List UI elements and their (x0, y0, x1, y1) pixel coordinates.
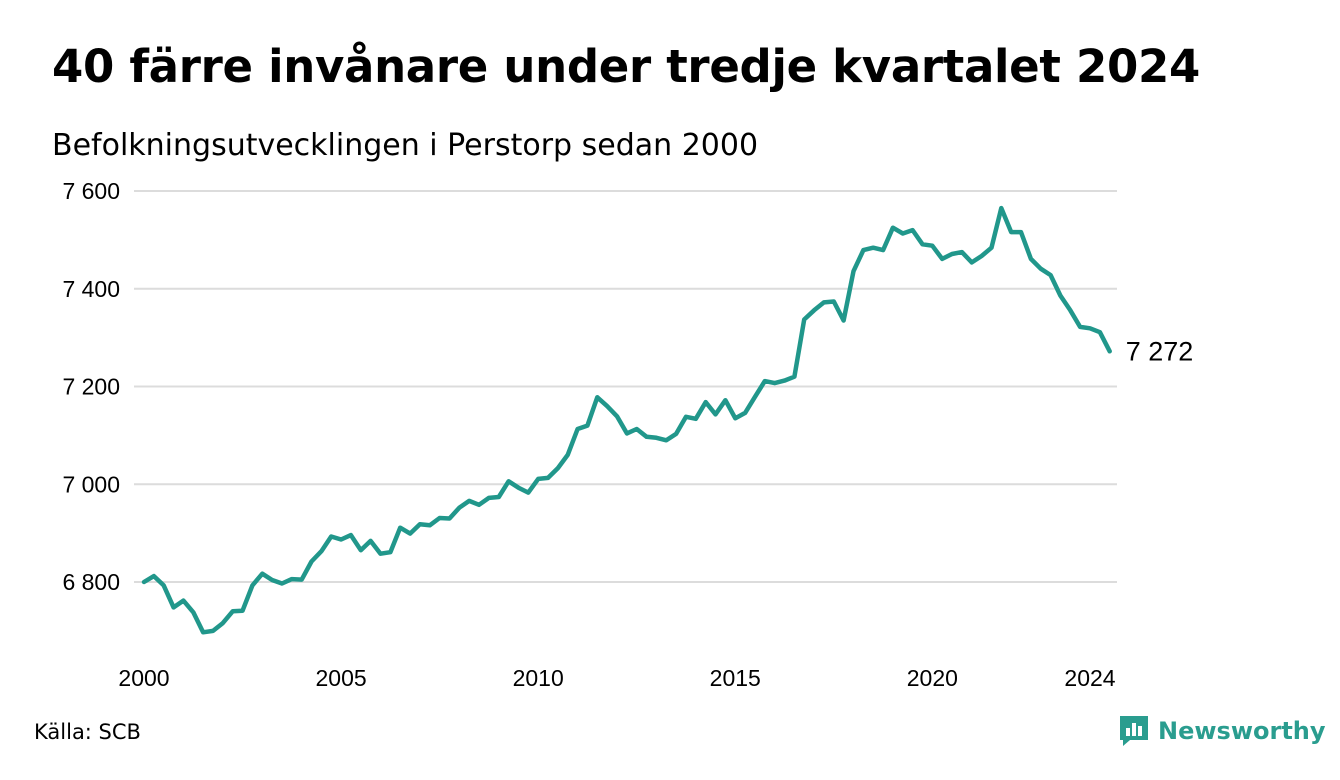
y-tick-label: 7 400 (62, 276, 120, 302)
x-tick-label: 2005 (315, 665, 366, 691)
x-axis-tick-labels: 2000 2005 2010 2015 2020 2024 (118, 665, 1115, 691)
chart-subtitle: Befolkningsutvecklingen i Perstorp sedan… (52, 128, 759, 163)
x-tick-label: 2010 (513, 665, 564, 691)
y-tick-label: 7 200 (62, 374, 120, 400)
y-axis-tick-labels: 6 800 7 000 7 200 7 400 7 600 (62, 178, 120, 595)
newsworthy-logo-icon (1120, 716, 1148, 746)
y-tick-label: 6 800 (62, 569, 120, 595)
last-value-label: 7 272 (1126, 336, 1194, 366)
population-line (141, 205, 1112, 635)
x-tick-label: 2015 (710, 665, 761, 691)
y-tick-label: 7 600 (62, 178, 120, 204)
x-tick-label: 2020 (907, 665, 958, 691)
x-tick-label: 2024 (1064, 665, 1115, 691)
gridlines (134, 190, 1117, 583)
chart-title: 40 färre invånare under tredje kvartalet… (52, 40, 1201, 93)
y-tick-label: 7 000 (62, 471, 120, 497)
x-tick-label: 2000 (118, 665, 169, 691)
source-note: Källa: SCB (34, 720, 141, 744)
brand-logo[interactable]: Newsworthy (1118, 714, 1326, 748)
brand-name: Newsworthy (1158, 717, 1326, 745)
